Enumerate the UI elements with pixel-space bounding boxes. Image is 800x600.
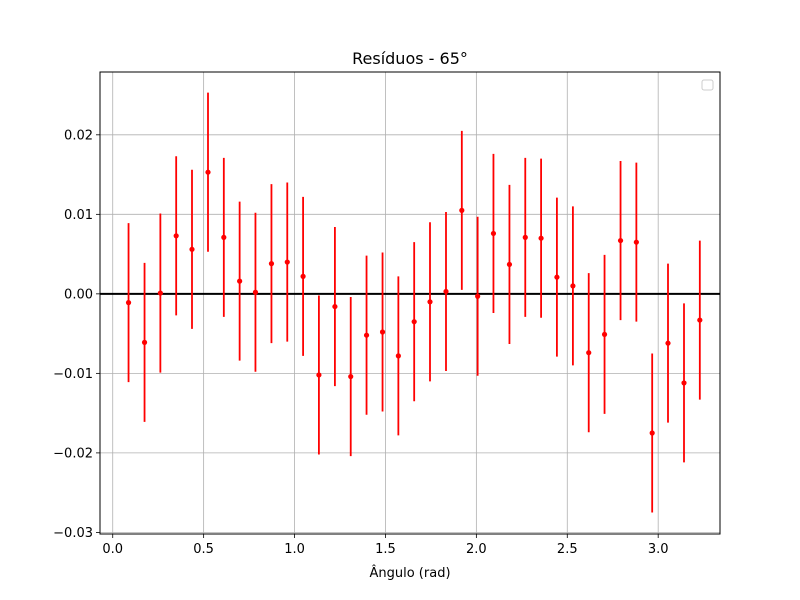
y-tick-label: 0.00 <box>64 287 93 302</box>
data-point <box>459 207 465 213</box>
plot-frame <box>99 71 721 535</box>
x-tick-label: 1.5 <box>375 542 396 557</box>
y-tick-label: −0.03 <box>53 526 93 541</box>
data-point <box>681 380 687 386</box>
data-point <box>348 373 354 380</box>
data-point <box>221 234 227 240</box>
data-point <box>570 283 576 289</box>
x-tick-label: 2.5 <box>557 542 578 557</box>
data-point <box>633 239 639 245</box>
data-series <box>125 92 703 513</box>
data-point <box>522 234 528 240</box>
data-point <box>427 299 433 305</box>
data-point <box>697 317 703 323</box>
data-point <box>506 261 513 268</box>
data-point <box>189 246 195 252</box>
data-point <box>205 169 211 175</box>
data-point <box>141 339 148 345</box>
data-point <box>586 350 592 356</box>
data-point <box>252 289 259 295</box>
data-point <box>649 430 655 436</box>
data-point <box>665 340 671 346</box>
y-tick-label: −0.02 <box>53 446 93 461</box>
x-axis-label: Ângulo (rad) <box>369 565 450 581</box>
data-point <box>363 332 370 338</box>
data-point <box>443 288 449 295</box>
data-point <box>173 233 179 239</box>
data-point <box>490 230 497 237</box>
data-point <box>316 372 322 378</box>
x-tick-label: 2.0 <box>466 542 487 557</box>
data-point <box>300 273 306 279</box>
y-tick-label: −0.01 <box>53 367 93 382</box>
axis-ticks: 0.0 0.5 1.0 1.5 2.0 2.5 3.0 −0.03 −0.02 −0.01 0.00… <box>53 128 668 557</box>
data-point <box>538 235 544 241</box>
x-tick-label: 3.0 <box>648 542 669 557</box>
legend-box <box>701 79 714 91</box>
data-point <box>237 278 243 284</box>
chart-title: Resíduos - 65° <box>352 49 468 68</box>
data-point <box>157 290 163 296</box>
x-tick-label: 1.0 <box>284 542 305 557</box>
data-point <box>332 303 338 310</box>
data-point <box>411 319 417 325</box>
data-point <box>554 274 560 280</box>
data-point <box>268 261 275 267</box>
data-point <box>617 237 624 244</box>
data-point <box>601 331 608 338</box>
y-tick-label: 0.01 <box>64 208 93 223</box>
y-tick-label: 0.02 <box>64 128 93 143</box>
data-point <box>125 300 132 306</box>
x-tick-label: 0.5 <box>193 542 214 557</box>
data-point <box>395 353 401 359</box>
data-point <box>379 329 386 335</box>
x-tick-label: 0.0 <box>102 542 123 557</box>
data-point <box>475 293 481 299</box>
data-point <box>284 259 290 265</box>
